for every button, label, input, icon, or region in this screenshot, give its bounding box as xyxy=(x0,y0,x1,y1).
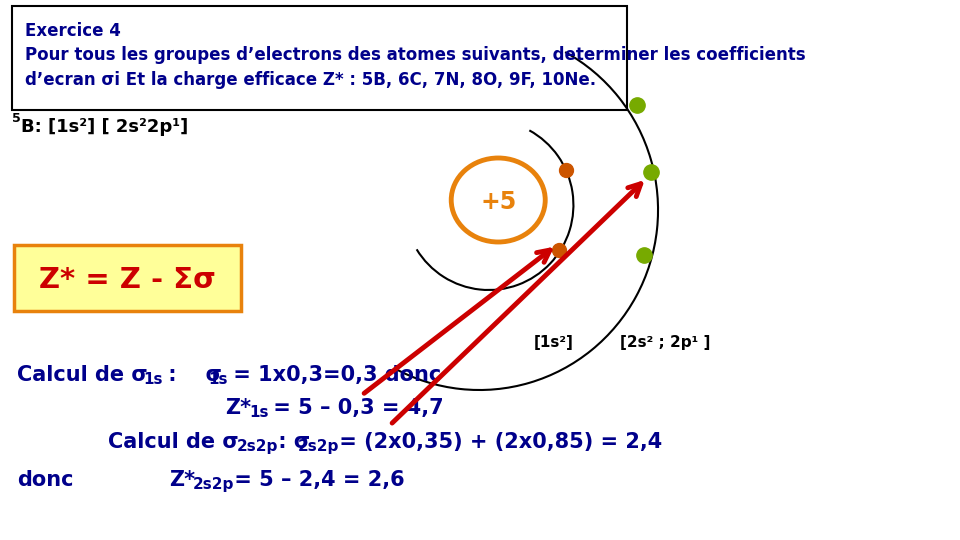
Text: Z*: Z* xyxy=(169,470,195,490)
Text: 2s2p: 2s2p xyxy=(237,439,278,454)
Text: [1s²]: [1s²] xyxy=(534,335,574,350)
Text: donc: donc xyxy=(17,470,73,490)
Text: 5: 5 xyxy=(12,112,21,125)
Text: = 1x0,3=0,3 donc: = 1x0,3=0,3 donc xyxy=(226,365,441,385)
Text: Exercice 4: Exercice 4 xyxy=(25,22,121,40)
Ellipse shape xyxy=(451,158,545,242)
Text: 1s: 1s xyxy=(208,372,228,387)
Text: d’ecran σi Et la charge efficace Z* : 5B, 6C, 7N, 8O, 9F, 10Ne.: d’ecran σi Et la charge efficace Z* : 5B… xyxy=(25,71,596,89)
Text: [2s² ; 2p¹ ]: [2s² ; 2p¹ ] xyxy=(620,335,710,350)
Text: +5: +5 xyxy=(480,190,516,214)
Text: 2s2p: 2s2p xyxy=(298,439,340,454)
FancyBboxPatch shape xyxy=(12,6,627,110)
Text: Z*: Z* xyxy=(226,398,252,418)
Text: = (2x0,35) + (2x0,85) = 2,4: = (2x0,35) + (2x0,85) = 2,4 xyxy=(332,432,662,452)
FancyBboxPatch shape xyxy=(14,245,241,311)
Text: 1s: 1s xyxy=(249,405,269,420)
Text: Calcul de σ: Calcul de σ xyxy=(17,365,148,385)
Text: B: [1s²] [ 2s²2p¹]: B: [1s²] [ 2s²2p¹] xyxy=(21,118,188,136)
Text: 1s: 1s xyxy=(143,372,162,387)
Text: :    σ: : σ xyxy=(160,365,222,385)
Text: : σ: : σ xyxy=(271,432,310,452)
Text: = 5 – 0,3 = 4,7: = 5 – 0,3 = 4,7 xyxy=(266,398,444,418)
Text: 2s2p: 2s2p xyxy=(193,477,234,492)
Text: Calcul de σ: Calcul de σ xyxy=(108,432,239,452)
Text: = 5 – 2,4 = 2,6: = 5 – 2,4 = 2,6 xyxy=(227,470,404,490)
Text: Z* = Z - Σσ: Z* = Z - Σσ xyxy=(39,266,216,294)
Text: Pour tous les groupes d’electrons des atomes suivants, determiner les coefficien: Pour tous les groupes d’electrons des at… xyxy=(25,46,806,64)
